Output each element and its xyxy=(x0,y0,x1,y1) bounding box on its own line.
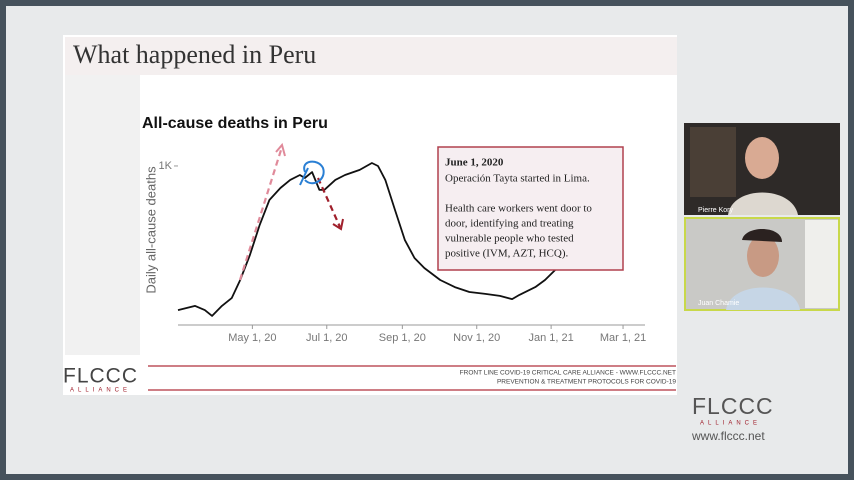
x-tick-label: Jul 1, 20 xyxy=(306,332,348,344)
arrow-head xyxy=(332,218,344,231)
arrow-head xyxy=(275,142,286,157)
face xyxy=(747,235,779,277)
x-tick-label: Nov 1, 20 xyxy=(453,332,500,344)
dashed-arrow-up xyxy=(238,149,283,281)
callout-text: Health care workers went door to xyxy=(445,203,592,215)
callout-text: door, identifying and treating xyxy=(445,218,574,230)
participant-name: Juan Chamie xyxy=(698,300,739,307)
dashed-arrow-down xyxy=(316,177,342,228)
shirt xyxy=(728,192,798,215)
logo: FLCCC xyxy=(692,393,774,419)
footer-logo: FLCCC xyxy=(63,365,138,388)
callout-box xyxy=(437,146,624,271)
x-tick-label: Mar 1, 21 xyxy=(600,332,646,344)
logo-sub: ALLIANCE xyxy=(700,421,761,427)
callout-heading: June 1, 2020 xyxy=(445,157,504,169)
callout-text: positive (IVM, AZT, HCQ). xyxy=(445,248,568,260)
chart-title: All-cause deaths in Peru xyxy=(142,115,328,132)
callout-text: Operación Tayta started in Lima. xyxy=(445,173,590,185)
hair xyxy=(742,228,782,242)
side-band xyxy=(65,75,140,355)
logo-url: www.flccc.net xyxy=(691,429,765,443)
footer-line: PREVENTION & TREATMENT PROTOCOLS FOR COV… xyxy=(497,379,676,386)
x-tick-label: May 1, 20 xyxy=(228,332,276,344)
circle-scribble xyxy=(299,160,325,186)
slide-title: What happened in Peru xyxy=(73,40,316,69)
y-tick-label: 1K xyxy=(159,160,173,172)
y-axis-label: Daily all-cause deaths xyxy=(143,166,158,294)
x-tick-label: Jan 1, 21 xyxy=(528,332,573,344)
bookshelf xyxy=(690,127,736,197)
callout-text: vulnerable people who tested xyxy=(445,233,574,245)
title-band xyxy=(65,37,677,75)
footer-logo-sub: ALLIANCE xyxy=(70,388,131,394)
participant-name: Pierre Kory xyxy=(698,207,734,214)
footer-line: FRONT LINE COVID-19 CRITICAL CARE ALLIAN… xyxy=(460,370,676,377)
x-tick-label: Sep 1, 20 xyxy=(379,332,426,344)
shirt xyxy=(726,287,800,310)
wall xyxy=(805,220,838,308)
face xyxy=(745,137,779,179)
